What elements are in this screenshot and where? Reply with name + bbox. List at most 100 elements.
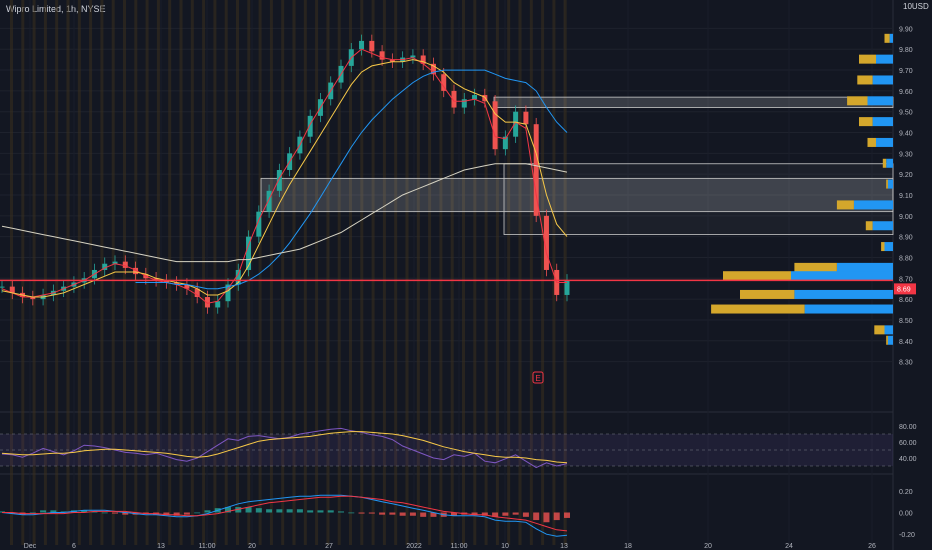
currency-code: USD: [911, 2, 929, 11]
ma-long-line: [1, 163, 568, 263]
x-tick-label: 6: [72, 543, 76, 550]
x-tick-label: 26: [868, 543, 876, 550]
session-band: [100, 0, 104, 545]
macd-pane: [0, 494, 570, 537]
x-tick-label: 20: [248, 543, 256, 550]
candle-body: [359, 40, 365, 50]
currency-label[interactable]: 10USD: [903, 2, 929, 11]
session-band: [303, 0, 307, 545]
rsi-pane: [0, 427, 893, 469]
histogram-bar: [225, 507, 231, 513]
session-band: [292, 0, 296, 545]
y-tick-label: 8.80: [899, 255, 913, 262]
ma-fast-line: [1, 48, 567, 304]
candle-body: [194, 288, 200, 298]
rsi-tick-label: 60.00: [899, 440, 917, 447]
volume-bar-up: [853, 200, 893, 210]
event-marker[interactable]: E: [532, 371, 544, 384]
volume-bar-down: [794, 262, 837, 272]
histogram-bar: [266, 509, 273, 513]
x-tick-label: 13: [157, 543, 165, 550]
histogram-bar: [173, 512, 180, 516]
x-tick-label: 13: [560, 543, 568, 550]
histogram-bar: [471, 512, 478, 515]
session-band: [450, 0, 454, 545]
histogram-bar: [112, 512, 118, 514]
session-band: [55, 0, 59, 545]
histogram-bar: [81, 510, 88, 513]
y-tick-label: 8.90: [899, 235, 913, 242]
session-band: [281, 0, 285, 545]
y-tick-label: 8.40: [899, 339, 913, 346]
histogram-bar: [564, 512, 570, 518]
session-band: [32, 0, 36, 545]
candle-body: [122, 261, 128, 268]
y-tick-label: 9.10: [899, 193, 913, 200]
volume-bar-up: [836, 262, 893, 272]
candle-body: [389, 59, 395, 62]
histogram-bar: [276, 509, 283, 513]
histogram-bar: [389, 512, 396, 515]
session-band: [179, 0, 183, 545]
session-band: [10, 0, 13, 545]
candle-body: [502, 136, 508, 150]
volume-bar-up: [872, 75, 893, 85]
macd-tick-label: 0.20: [899, 489, 913, 496]
volume-bar-up: [872, 221, 893, 231]
candle-body: [441, 74, 447, 91]
x-tick-label: 2022: [406, 543, 422, 550]
volume-bar-up: [889, 33, 893, 43]
session-band: [507, 0, 511, 545]
candle-body: [410, 55, 416, 58]
histogram-bar: [327, 510, 334, 513]
candle-body: [184, 284, 190, 289]
signal-line: [2, 495, 568, 532]
x-tick-label: 20: [704, 543, 712, 550]
session-band: [484, 0, 488, 545]
histogram-bar: [307, 510, 314, 513]
histogram-bar: [338, 511, 344, 513]
histogram-bar: [60, 511, 67, 513]
session-band: [269, 0, 273, 545]
volume-bar-down: [740, 289, 795, 299]
ma-slow-line: [135, 69, 568, 290]
histogram-bar: [420, 512, 427, 517]
event-marker-box: [532, 371, 544, 384]
histogram-bar: [101, 512, 108, 514]
histogram-bar: [522, 512, 529, 517]
volume-bar-down: [874, 325, 885, 335]
histogram-bar: [553, 512, 560, 521]
highlight-zone: [493, 96, 894, 108]
session-band: [168, 0, 172, 545]
session-band: [473, 0, 477, 545]
candle-body: [430, 63, 436, 75]
histogram-bar: [533, 512, 540, 521]
session-band: [43, 0, 47, 545]
macd-line: [1, 494, 568, 537]
session-band: [439, 0, 443, 545]
x-tick-label: 18: [624, 543, 632, 550]
currency-prefix: 10: [903, 2, 912, 11]
session-band: [495, 0, 499, 545]
session-band: [371, 0, 375, 545]
candle-body: [246, 236, 252, 270]
session-band: [213, 0, 217, 545]
session-band: [315, 0, 319, 545]
histogram-bar: [543, 512, 550, 523]
volume-bar-up: [791, 271, 893, 281]
histogram-bar: [481, 512, 488, 516]
session-band: [518, 0, 522, 545]
candle-body: [0, 286, 5, 288]
session-band: [77, 0, 81, 545]
y-tick-label: 9.70: [899, 68, 913, 75]
volume-bar-down: [867, 137, 876, 147]
candle-body: [153, 278, 159, 281]
histogram-bar: [122, 512, 129, 515]
session-band: [552, 0, 556, 545]
histogram-bar: [163, 512, 170, 515]
volume-bar-down: [711, 304, 805, 314]
histogram-bar: [0, 511, 5, 513]
histogram-bar: [286, 509, 293, 513]
volume-bar-down: [882, 158, 887, 168]
